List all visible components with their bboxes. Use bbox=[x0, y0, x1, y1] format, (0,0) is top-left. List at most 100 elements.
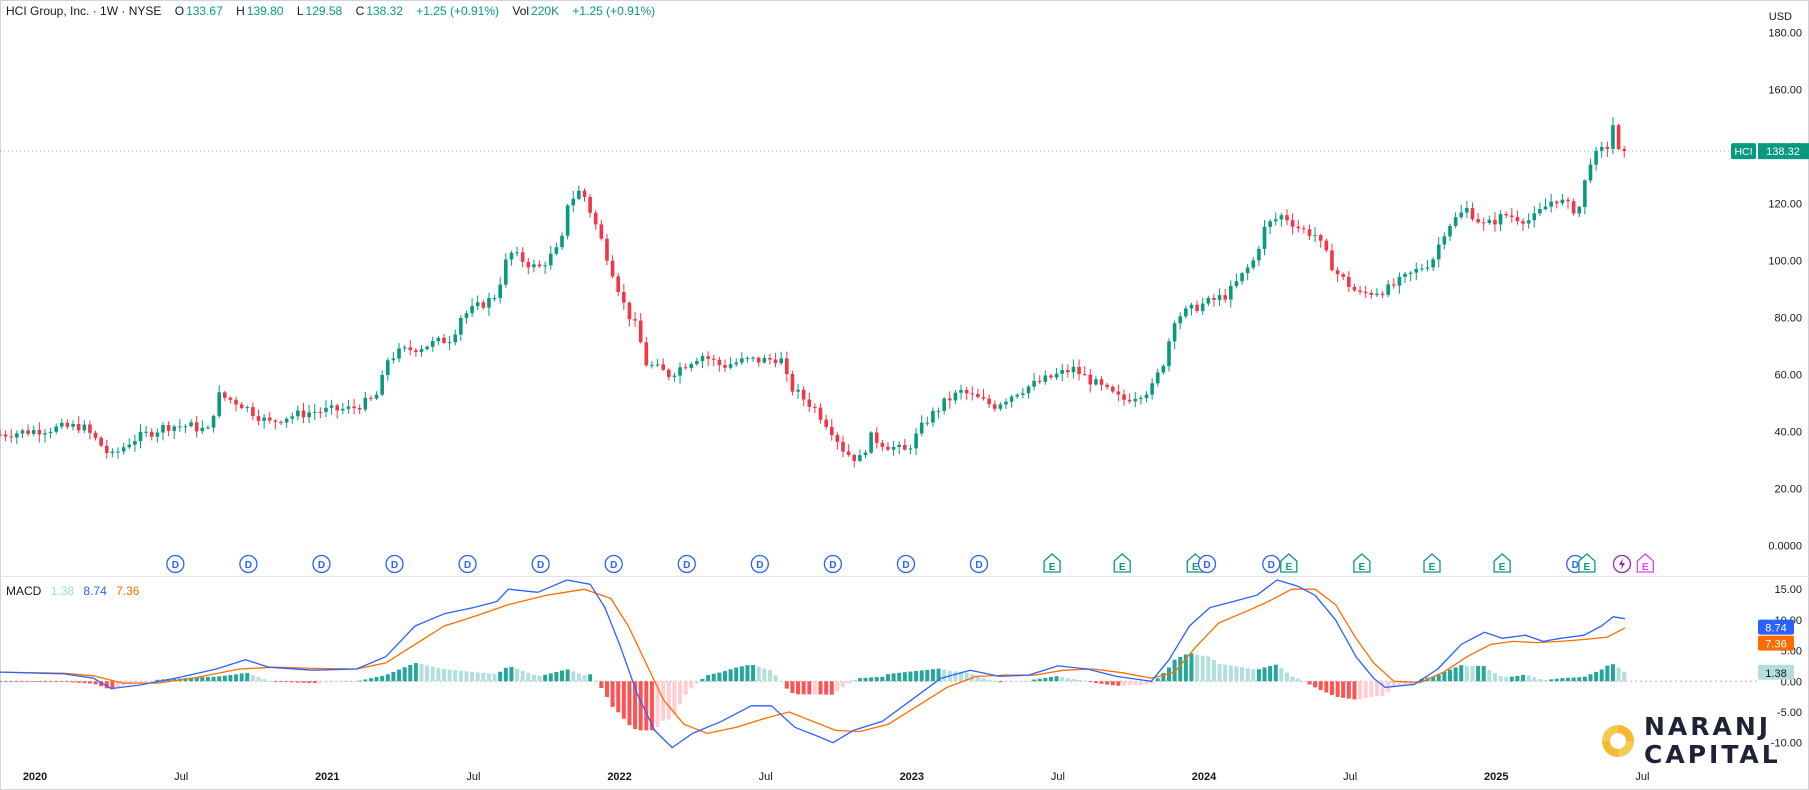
dividend-icon[interactable]: D bbox=[750, 554, 769, 574]
candle-body bbox=[172, 426, 177, 431]
candle-body bbox=[1448, 225, 1452, 237]
dividend-icon[interactable]: D bbox=[823, 554, 843, 574]
macd-hist-bar bbox=[1380, 681, 1385, 696]
macd-hist-bar bbox=[1183, 654, 1188, 682]
candle-body bbox=[897, 444, 902, 447]
dividend-icon[interactable]: D bbox=[969, 554, 989, 574]
macd-hist-bar bbox=[340, 681, 345, 683]
earnings-icon[interactable]: E bbox=[1280, 553, 1298, 573]
candle-body bbox=[183, 426, 188, 428]
macd-hist-bar bbox=[914, 671, 919, 682]
svg-text:E: E bbox=[1429, 562, 1436, 573]
macd-hist-bar bbox=[1093, 681, 1098, 684]
earnings-icon[interactable]: E bbox=[1578, 553, 1596, 573]
macd-hist-bar bbox=[475, 672, 480, 682]
macd-hist-bar bbox=[1245, 668, 1250, 682]
dividend-icon[interactable]: D bbox=[166, 554, 185, 574]
macd-hist-bar bbox=[739, 666, 744, 682]
macd-hist-bar bbox=[930, 669, 935, 682]
signal-value-tag-bg bbox=[1758, 635, 1794, 651]
earnings-icon[interactable]: E bbox=[1493, 553, 1511, 573]
candle-body bbox=[970, 393, 975, 395]
dividend-icon[interactable]: D bbox=[604, 554, 623, 574]
candle-body bbox=[1493, 219, 1497, 225]
time-axis-tick: 2025 bbox=[1484, 771, 1508, 783]
candle-body bbox=[110, 451, 115, 453]
candle-body bbox=[481, 302, 486, 308]
candle-body bbox=[363, 397, 368, 410]
macd-hist-bar bbox=[1403, 681, 1408, 685]
earnings-icon[interactable]: E bbox=[1636, 553, 1654, 573]
svg-text:D: D bbox=[464, 560, 471, 571]
candle-body bbox=[1279, 215, 1284, 220]
candle-body bbox=[1543, 206, 1548, 210]
candle-body bbox=[346, 406, 351, 409]
dividend-icon[interactable]: D bbox=[385, 554, 404, 574]
candle-body bbox=[565, 205, 570, 236]
candle-body bbox=[279, 421, 283, 423]
macd-hist-bar bbox=[762, 668, 767, 682]
macd-hist-bar bbox=[807, 681, 812, 695]
dividend-icon[interactable]: D bbox=[458, 554, 477, 574]
earnings-icon[interactable]: E bbox=[1113, 553, 1131, 573]
earnings-icon[interactable]: E bbox=[1353, 553, 1371, 573]
macd-hist-bar bbox=[1206, 656, 1211, 682]
candle-body bbox=[1161, 366, 1166, 373]
svg-text:D: D bbox=[318, 560, 325, 571]
candle-body bbox=[267, 417, 272, 421]
candle-body bbox=[470, 306, 474, 314]
candle-body bbox=[1442, 236, 1447, 245]
dividend-icon[interactable]: D bbox=[239, 554, 258, 574]
macd-hist-bar bbox=[1526, 675, 1531, 682]
macd-hist-bar bbox=[1071, 679, 1076, 682]
macd-hist-bar bbox=[560, 670, 565, 682]
candle-body bbox=[301, 410, 306, 418]
candle-body bbox=[1380, 293, 1385, 295]
macd-hist-bar bbox=[728, 669, 733, 682]
candle-body bbox=[1184, 308, 1188, 317]
candle-body bbox=[644, 342, 649, 366]
dividend-icon[interactable]: D bbox=[1197, 554, 1217, 574]
dividend-icon[interactable]: D bbox=[896, 554, 916, 574]
candle-body bbox=[1077, 366, 1081, 375]
split-icon[interactable] bbox=[1612, 554, 1632, 574]
dividend-icon[interactable]: D bbox=[1262, 554, 1281, 574]
macd-hist-bar bbox=[1487, 670, 1492, 682]
candle-body bbox=[532, 264, 536, 268]
svg-text:E: E bbox=[1499, 562, 1506, 573]
candle-body bbox=[543, 265, 547, 267]
macd-hist-bar bbox=[144, 681, 149, 683]
candle-body bbox=[588, 196, 592, 213]
earnings-icon[interactable]: E bbox=[1423, 553, 1441, 573]
candle-body bbox=[1290, 220, 1295, 227]
macd-hist-bar bbox=[1144, 681, 1149, 685]
macd-hist-bar bbox=[1290, 676, 1295, 682]
macd-title[interactable]: MACD bbox=[6, 584, 42, 598]
candle-body bbox=[1510, 215, 1514, 218]
symbol-name[interactable]: HCI Group, Inc. · 1W · NYSE bbox=[6, 4, 162, 18]
earnings-icon[interactable]: E bbox=[1043, 553, 1061, 573]
macd-hist-bar bbox=[166, 679, 171, 682]
candle-body bbox=[357, 407, 362, 410]
candle-body bbox=[1588, 164, 1593, 181]
candle-body bbox=[829, 426, 834, 436]
candle-body bbox=[1178, 316, 1183, 324]
macd-hist-bar bbox=[464, 671, 469, 682]
candle-body bbox=[475, 302, 480, 307]
candle-body bbox=[1234, 281, 1239, 287]
candle-body bbox=[166, 425, 171, 431]
candle-body bbox=[15, 433, 19, 438]
macd-hist-bar bbox=[1178, 656, 1183, 682]
candle-body bbox=[509, 252, 514, 260]
dividend-icon[interactable]: D bbox=[677, 554, 696, 574]
macd-hist-bar bbox=[1577, 677, 1582, 682]
macd-hist-bar bbox=[385, 674, 390, 682]
ticker-tag: HCI bbox=[1734, 146, 1752, 158]
dividend-icon[interactable]: D bbox=[312, 554, 331, 574]
dividend-icon[interactable]: D bbox=[531, 554, 550, 574]
macd-hist-bar bbox=[1599, 669, 1604, 682]
price-tag-bg bbox=[1758, 143, 1809, 160]
macd-histogram bbox=[0, 653, 1627, 731]
candle-body bbox=[1122, 394, 1126, 400]
